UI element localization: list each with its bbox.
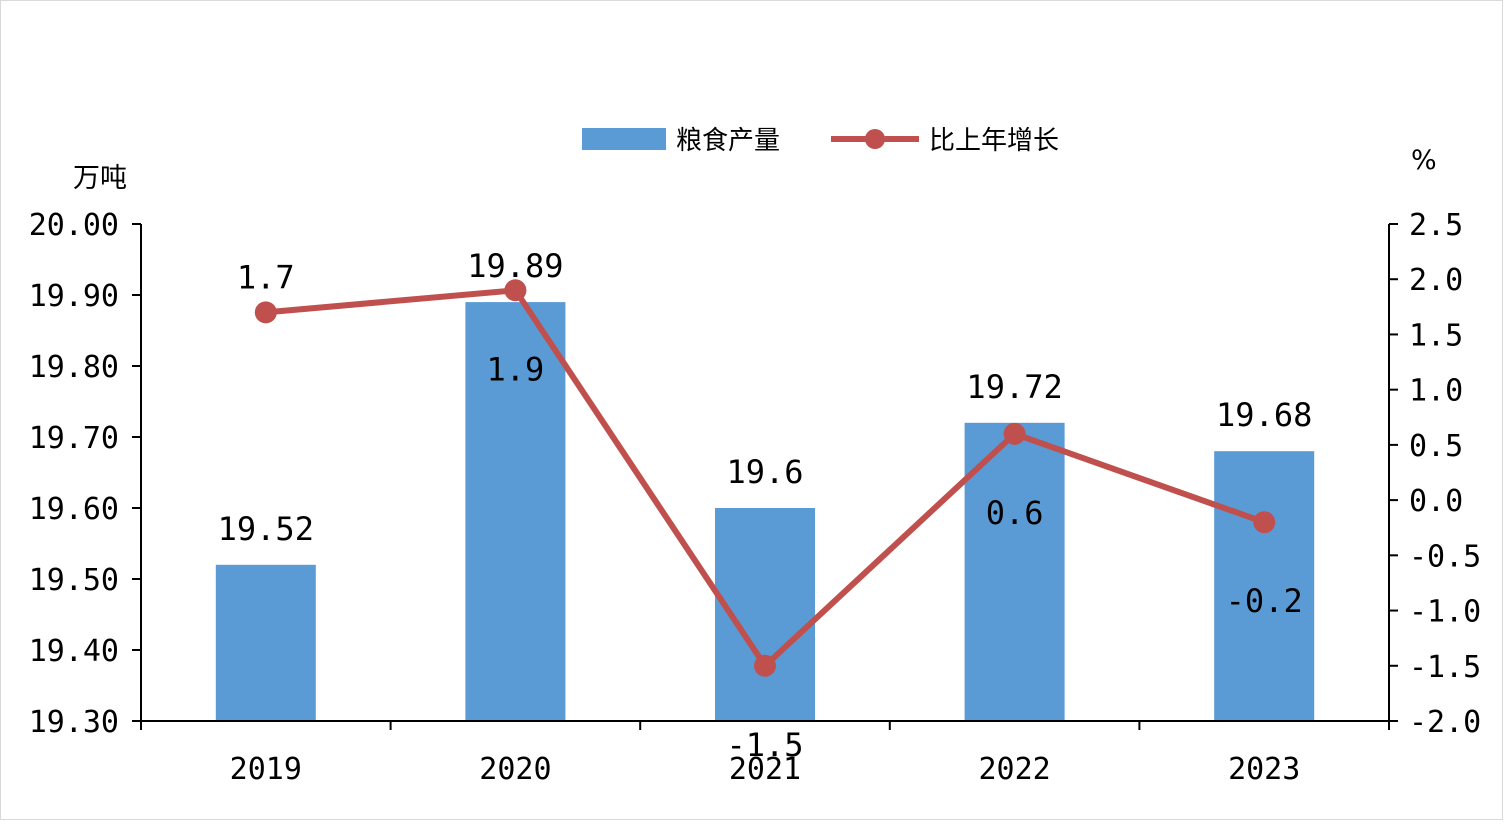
left-axis-unit: 万吨 — [73, 163, 127, 194]
bar-2022 — [964, 422, 1065, 721]
bar-2020 — [465, 302, 566, 721]
right-tick-label: -2.0 — [1409, 705, 1481, 740]
growth-value-label: -1.5 — [726, 726, 803, 764]
x-tick-label: 2023 — [1228, 752, 1300, 787]
bar-value-label: 19.52 — [218, 510, 314, 548]
growth-marker-2020 — [504, 279, 527, 302]
legend-swatch-bar — [582, 128, 666, 150]
line-layer — [254, 279, 1276, 677]
growth-marker-2021 — [754, 654, 776, 677]
left-tick-label: 19.60 — [29, 492, 119, 527]
bar-value-label: 19.89 — [467, 247, 563, 285]
x-tick-label: 2020 — [479, 752, 551, 787]
right-tick-label: 1.0 — [1409, 374, 1463, 409]
growth-value-label: 1.7 — [237, 258, 295, 296]
left-tick-label: 20.00 — [29, 208, 119, 243]
growth-value-label: -0.2 — [1226, 582, 1303, 620]
right-tick-label: 2.0 — [1409, 263, 1463, 298]
axes-layer: 20.00 19.90 19.80 19.70 19.60 19.50 19.40 19.30… — [29, 208, 1482, 787]
bar-value-label: 19.68 — [1216, 396, 1312, 434]
right-tick-label: 1.5 — [1409, 318, 1463, 353]
growth-marker-2022 — [1003, 422, 1026, 445]
growth-value-label: 0.6 — [986, 494, 1044, 532]
bar-value-label: 19.6 — [726, 453, 803, 491]
left-tick-label: 19.90 — [29, 279, 119, 314]
x-tick-label: 2019 — [230, 752, 302, 787]
x-tick-label: 2022 — [978, 752, 1050, 787]
left-tick-label: 19.40 — [29, 634, 119, 669]
bar-value-label: 19.72 — [966, 368, 1062, 406]
legend: 粮食产量 比上年增长 — [582, 126, 1059, 156]
right-axis-unit: % — [1411, 145, 1437, 176]
bar-2023 — [1214, 451, 1315, 721]
labels-layer: 19.52 19.89 19.6 19.72 19.68 1.7 1.9 -1.5 0.6 -0.… — [218, 247, 1313, 764]
legend-label-bar: 粮食产量 — [676, 126, 780, 156]
left-tick-label: 19.50 — [29, 563, 119, 598]
growth-marker-2023 — [1253, 511, 1276, 534]
growth-value-label: 1.9 — [487, 350, 545, 388]
left-tick-label: 19.70 — [29, 421, 119, 456]
left-tick-label: 19.30 — [29, 705, 119, 740]
right-tick-label: -1.5 — [1409, 650, 1481, 685]
right-tick-label: -1.0 — [1409, 595, 1481, 630]
right-tick-label: 0.5 — [1409, 429, 1463, 464]
bars-layer — [215, 302, 1315, 721]
right-tick-label: -0.5 — [1409, 539, 1481, 574]
right-tick-label: 2.5 — [1409, 208, 1463, 243]
bar-2019 — [215, 564, 316, 721]
right-tick-label: 0.0 — [1409, 484, 1463, 519]
legend-swatch-marker — [865, 129, 885, 149]
growth-marker-2019 — [254, 301, 277, 324]
x-tick-label: 2021 — [729, 752, 801, 787]
legend-label-line: 比上年增长 — [929, 126, 1059, 156]
left-tick-label: 19.80 — [29, 350, 119, 385]
